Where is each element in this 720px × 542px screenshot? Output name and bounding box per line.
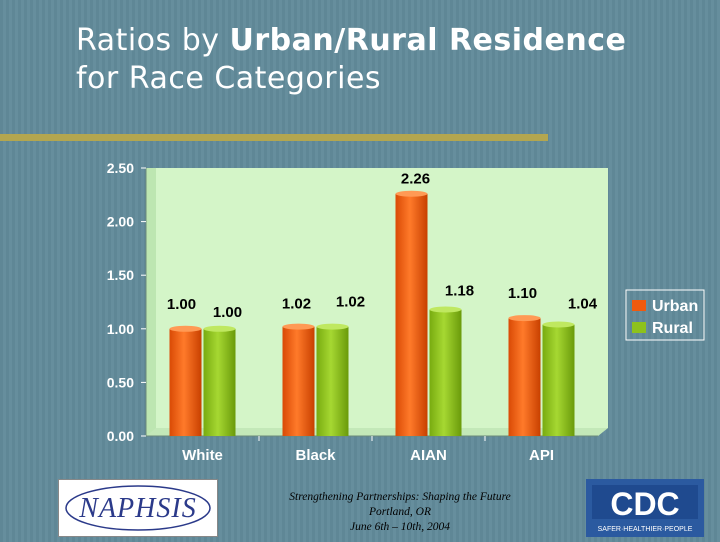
data-label-rural: 1.02 (336, 294, 365, 311)
y-tick-label: 0.00 (107, 428, 134, 444)
plot-area (156, 168, 608, 428)
bar-urban (395, 193, 428, 436)
y-tick-label: 0.50 (107, 374, 134, 390)
cdc-tagline: SAFER·HEALTHIER·PEOPLE (598, 526, 693, 533)
data-label-urban: 1.00 (167, 296, 196, 313)
footer-text: Strengthening Partnerships: Shaping the … (255, 490, 545, 535)
bar-urban-cap (395, 190, 428, 197)
cdc-logo-text: CDC (610, 486, 679, 522)
bar-rural-cap (203, 325, 236, 332)
plot-side-wall (146, 168, 156, 436)
bar-urban-cap (169, 325, 202, 332)
bar-chart: 0.00 0.50 1.00 1.50 2.00 2.50 White 1.00 1.00 Bla… (107, 160, 705, 464)
bar-urban-cap (282, 323, 315, 330)
data-label-urban: 1.10 (508, 285, 537, 302)
bar-rural-cap (542, 321, 575, 328)
title-divider (0, 134, 548, 141)
x-category-label: AIAN (410, 447, 447, 464)
x-category-label: White (182, 447, 223, 464)
title-part-3: for Race Categories (76, 61, 382, 96)
title-part-1: Ratios by (76, 23, 230, 58)
bar-rural (316, 326, 349, 436)
bar-rural (203, 328, 236, 436)
slide-title: Ratios by Urban/Rural Residence for Race… (76, 22, 696, 98)
x-category-label: Black (295, 447, 336, 464)
legend-label-urban: Urban (652, 298, 698, 315)
legend-box (625, 289, 705, 341)
bar-urban (508, 318, 541, 436)
naphsis-logo: NAPHSIS (58, 479, 218, 537)
footer-line-1: Strengthening Partnerships: Shaping the … (289, 491, 511, 503)
bar-urban (169, 328, 202, 436)
naphsis-logo-text: NAPHSIS (78, 493, 196, 524)
footer-line-3: June 6th – 10th, 2004 (350, 521, 450, 533)
legend-swatch-urban (632, 300, 646, 311)
data-label-rural: 1.00 (213, 304, 242, 321)
data-label-urban: 1.02 (282, 296, 311, 313)
y-tick-label: 2.50 (107, 160, 134, 176)
bar-urban (282, 326, 315, 436)
x-category-label: API (529, 447, 554, 464)
plot-floor (146, 428, 608, 436)
data-label-rural: 1.18 (445, 283, 474, 300)
data-label-rural: 1.04 (568, 296, 598, 313)
bar-rural-cap (429, 306, 462, 313)
cdc-logo: CDC SAFER·HEALTHIER·PEOPLE (586, 479, 704, 537)
bar-rural (429, 309, 462, 436)
legend-label-rural: Rural (652, 320, 693, 337)
bar-urban-cap (508, 315, 541, 322)
title-part-2: Urban/Rural Residence (229, 23, 627, 58)
footer-line-2: Portland, OR (369, 506, 431, 518)
bar-rural-cap (316, 323, 349, 330)
y-tick-label: 2.00 (107, 214, 134, 230)
bar-rural (542, 324, 575, 436)
legend-swatch-rural (632, 322, 646, 333)
y-tick-label: 1.50 (107, 267, 134, 283)
y-tick-label: 1.00 (107, 321, 134, 337)
data-label-urban: 2.26 (401, 171, 430, 188)
